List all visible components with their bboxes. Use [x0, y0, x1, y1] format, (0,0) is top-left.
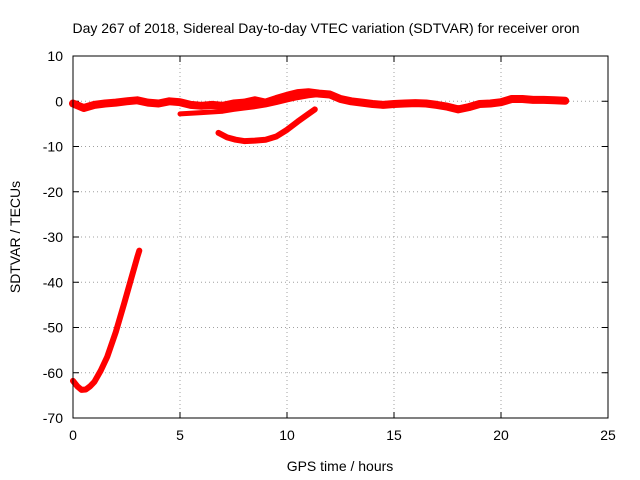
y-tick-label: -10: [43, 139, 63, 155]
series-lower-branch: [177, 92, 322, 117]
x-tick-label: 25: [600, 427, 616, 443]
y-tick-label: 0: [55, 93, 63, 109]
y-tick-label: -60: [43, 365, 63, 381]
x-tick-label: 0: [69, 427, 77, 443]
y-tick-label: -70: [43, 410, 63, 426]
series-arc: [215, 106, 318, 145]
series-left-curve: [70, 247, 143, 393]
chart-title: Day 267 of 2018, Sidereal Day-to-day VTE…: [72, 20, 579, 36]
data-series: [69, 88, 570, 393]
y-tick-label: -40: [43, 274, 63, 290]
plot-frame: [72, 55, 609, 419]
y-tick-label: -30: [43, 229, 63, 245]
x-axis-label: GPS time / hours: [287, 458, 394, 474]
y-tick-label: 10: [47, 48, 63, 64]
x-tick-label: 20: [493, 427, 509, 443]
x-tick-label: 5: [176, 427, 184, 443]
x-tick-label: 15: [386, 427, 402, 443]
y-tick-label: -50: [43, 320, 63, 336]
y-axis-label: SDTVAR / TECUs: [7, 181, 23, 293]
x-tick-label: 10: [279, 427, 295, 443]
y-tick-label: -20: [43, 184, 63, 200]
